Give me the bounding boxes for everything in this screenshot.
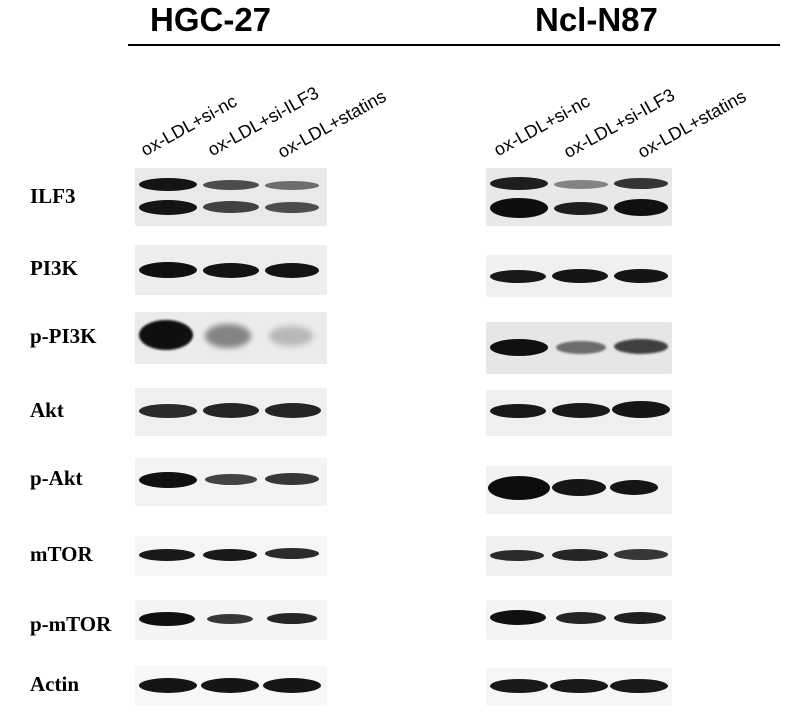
band [614,339,668,354]
band [614,178,668,189]
band [614,612,666,624]
band [205,474,257,485]
panel-title-ncl-n87: Ncl-N87 [535,1,658,38]
band [610,679,668,693]
band [552,269,608,283]
band [614,549,668,560]
blot-strip-hgc27-p-akt [135,458,327,506]
blot-strip-ncln87-p-mtor [486,600,672,640]
band [203,549,257,561]
band [139,678,197,693]
band [490,270,546,283]
band [490,404,546,418]
band [614,199,668,216]
band [610,480,658,495]
band [490,610,546,625]
band [203,403,259,418]
row-label-mtor: mTOR [30,542,93,566]
blot-strip-hgc27-akt [135,388,327,436]
band [207,614,253,624]
blot-strip-ncln87-akt [486,390,672,436]
blot-strip-ncln87-p-pi3k [486,322,672,374]
blot-strip-hgc27-mtor [135,536,327,576]
band [490,339,548,356]
band [614,269,668,283]
row-label-p-akt: p-Akt [30,466,83,490]
band [552,549,608,561]
band [203,201,259,213]
row-label-p-pi3k: p-PI3K [30,324,97,348]
band [554,202,608,215]
band [552,479,606,496]
band [267,613,317,624]
blot-strip-hgc27-ilf3 [135,168,327,226]
band [490,177,548,190]
band [139,262,197,278]
band [139,404,197,418]
band [490,550,544,561]
band [139,549,195,561]
band [490,198,548,218]
band [265,403,321,418]
band [265,263,319,278]
blot-strip-ncln87-mtor [486,536,672,576]
row-label-p-mtor: p-mTOR [30,612,112,636]
panel-title-underline [128,44,780,46]
row-label-akt: Akt [30,398,64,422]
band [552,403,610,418]
band [265,181,319,190]
blot-strip-hgc27-actin [135,666,327,706]
band [265,473,319,485]
band [139,320,193,350]
band [556,612,606,624]
panel-title-hgc27: HGC-27 [150,1,272,38]
blot-strip-ncln87-p-akt [486,466,672,514]
band [488,476,550,500]
row-label-pi3k: PI3K [30,256,78,280]
blot-strip-ncln87-pi3k [486,255,672,297]
blot-strip-hgc27-pi3k [135,245,327,295]
band [263,678,321,693]
row-label-ilf3: ILF3 [30,184,76,208]
blot-strip-ncln87-actin [486,668,672,706]
band [203,180,259,190]
band [265,548,319,559]
band [139,200,197,215]
blot-strip-hgc27-p-mtor [135,600,327,640]
row-label-actin: Actin [30,672,79,696]
blot-strip-hgc27-p-pi3k [135,312,327,364]
band [205,324,251,348]
band [203,263,259,278]
band [201,678,259,693]
band [612,401,670,418]
band [269,326,313,346]
band [139,612,195,626]
band [139,178,197,191]
band [550,679,608,693]
band [556,341,606,354]
band [554,180,608,189]
blot-strip-ncln87-ilf3 [486,168,672,226]
band [139,472,197,488]
band [265,202,319,213]
band [490,679,548,693]
